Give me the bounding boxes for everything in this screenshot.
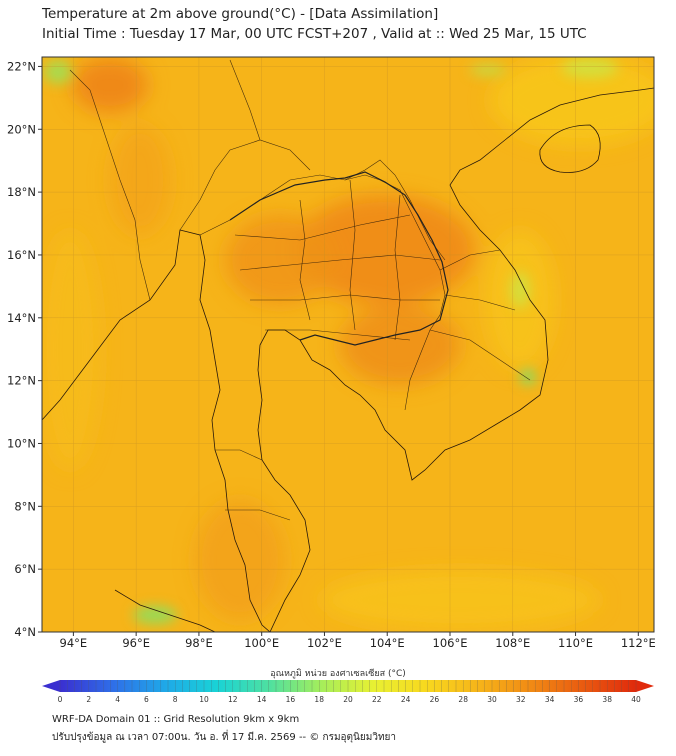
footer-domain-info: WRF-DA Domain 01 :: Grid Resolution 9km …: [52, 714, 300, 725]
warm-region-peninsula: [195, 500, 285, 620]
coastlines: [42, 87, 654, 632]
colorbar-tick-label: 18: [314, 695, 324, 704]
hot-region-central-thailand: [225, 215, 335, 305]
lon-tick-label: 104°E: [370, 636, 405, 650]
lon-tick-label: 108°E: [495, 636, 530, 650]
coastline-hainan: [539, 124, 601, 173]
lat-tick-label: 4°N: [14, 625, 36, 639]
hot-region-cambodia: [340, 305, 460, 385]
lat-tick-label: 6°N: [14, 562, 36, 576]
gridlines: [42, 57, 654, 632]
thailand-border: [229, 171, 449, 346]
lat-tick-label: 22°N: [7, 59, 36, 73]
lon-tick-label: 98°E: [185, 636, 213, 650]
colorbar-tick-label: 40: [631, 695, 641, 704]
yellow-patch-north: [562, 58, 618, 78]
colorbar-tick-label: 22: [372, 695, 382, 704]
colorbar-tick-label: 30: [487, 695, 497, 704]
colorbar-ticks: 0 2 4 6 8 10 12 14 16 18 20 22 24 26 28 30 32 34 36 38 40: [58, 680, 641, 704]
colorbar-tick-label: 10: [199, 695, 209, 704]
colorbar-tick-label: 14: [257, 695, 267, 704]
colorbar-tick-label: 16: [286, 695, 296, 704]
footer-update-info: ปรับปรุงข้อมูล ณ เวลา 07:00น. วัน อ. ที่…: [52, 732, 397, 743]
cool-region-north-vietnam: [490, 57, 654, 145]
lat-tick-label: 20°N: [7, 122, 36, 136]
colorbar-tick-label: 0: [58, 695, 63, 704]
plot-area: [42, 57, 654, 632]
province-borders: [69, 59, 531, 521]
colorbar-title: อุณหภูมิ หน่วย องศาเซลเซียส (°C): [270, 669, 406, 679]
longitude-axis: 94°E 96°E 98°E 100°E 102°E 104°E 106°E 108°E 110…: [60, 632, 656, 650]
lat-tick-label: 10°N: [7, 436, 36, 450]
green-patches: [44, 58, 618, 624]
colorbar-tick-label: 36: [574, 695, 584, 704]
colorbar-tick-label: 6: [144, 695, 149, 704]
colorbar-tick-label: 8: [173, 695, 178, 704]
colorbar-max-arrow: [636, 680, 654, 692]
lat-tick-label: 14°N: [7, 311, 36, 325]
lat-tick-label: 12°N: [7, 374, 36, 388]
coastline-sumatra: [114, 589, 216, 632]
colorbar-tick-label: 12: [228, 695, 238, 704]
colorbar-tick-label: 28: [458, 695, 468, 704]
cool-region-south-sea: [320, 570, 600, 630]
lat-tick-label: 8°N: [14, 499, 36, 513]
colorbar-min-arrow: [42, 680, 60, 692]
map-subtitle: Initial Time : Tuesday 17 Mar, 00 UTC FC…: [42, 26, 587, 42]
colorbar-tick-label: 2: [86, 695, 91, 704]
temperature-field: [42, 57, 654, 630]
lon-tick-label: 110°E: [558, 636, 593, 650]
warm-region-myanmar: [110, 125, 170, 235]
colorbar-tick-label: 4: [115, 695, 120, 704]
lon-tick-label: 112°E: [621, 636, 656, 650]
lon-tick-label: 96°E: [122, 636, 150, 650]
colorbar-tick-label: 32: [516, 695, 526, 704]
lon-tick-label: 94°E: [60, 636, 88, 650]
colorbar-tick-label: 24: [401, 695, 411, 704]
lon-tick-label: 100°E: [244, 636, 279, 650]
lon-tick-label: 102°E: [307, 636, 342, 650]
colorbar-tick-label: 26: [430, 695, 440, 704]
colorbar-tick-label: 20: [343, 695, 353, 704]
lat-tick-label: 18°N: [7, 185, 36, 199]
colorbar: 0 2 4 6 8 10 12 14 16 18 20 22 24 26 28 30 32 34 36 38 40: [42, 680, 654, 704]
green-patch-vietnam-highland: [520, 369, 536, 385]
hot-region-northeast-thailand: [295, 195, 475, 305]
coastline-peninsula-east: [257, 87, 654, 632]
cool-region-andaman-sea: [42, 230, 100, 470]
lon-tick-label: 106°E: [433, 636, 468, 650]
yellow-patch-vietnam: [510, 272, 530, 308]
latitude-axis: 4°N 6°N 8°N 10°N 12°N 14°N 16°N 18°N 20°N 22°N: [7, 59, 42, 639]
hot-region-myanmar-north: [72, 57, 148, 113]
colorbar-tick-label: 38: [602, 695, 612, 704]
coastline-mainland: [42, 229, 271, 632]
green-patch-northwest: [44, 60, 72, 84]
colorbar-tick-label: 34: [545, 695, 555, 704]
yellow-patch-north2: [470, 64, 506, 76]
green-patch-sumatra: [133, 606, 177, 624]
map-title: Temperature at 2m above ground(°C) - [Da…: [42, 6, 439, 22]
lat-tick-label: 16°N: [7, 248, 36, 262]
plot-frame: [41, 56, 655, 633]
